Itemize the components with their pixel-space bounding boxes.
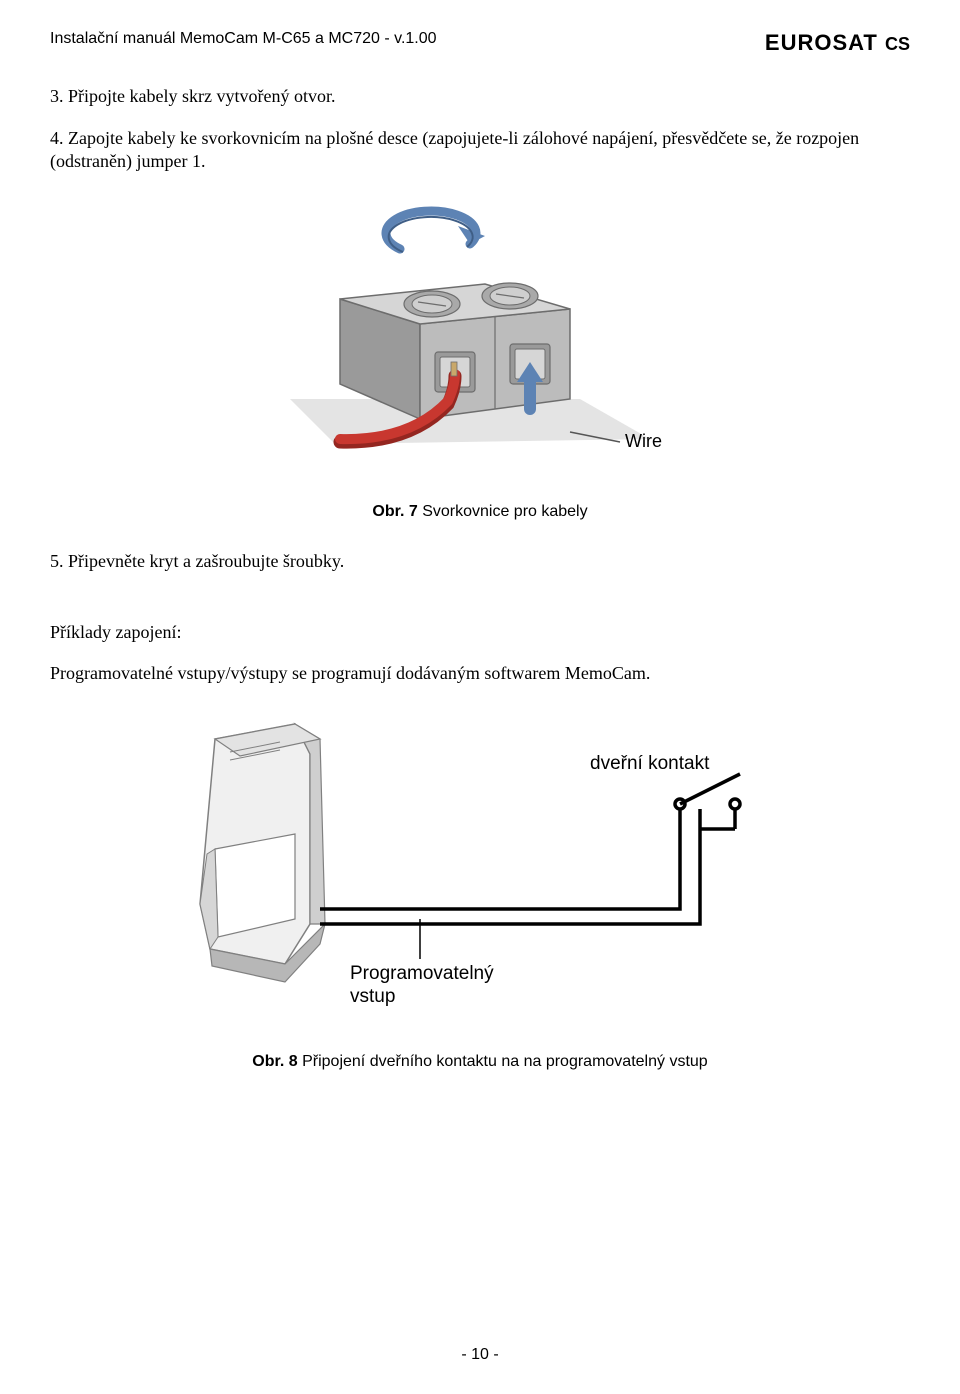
figure-8-door-contact: dveřní kontakt Programovatelný vstup: [50, 694, 910, 1029]
figure-7-caption-prefix: Obr. 7: [372, 503, 417, 520]
wire-tip: [451, 362, 457, 376]
brand-main: EUROSAT: [765, 30, 878, 55]
figure-7-terminal-block: Wire: [50, 184, 910, 479]
page-header: Instalační manuál MemoCam M-C65 a MC720 …: [50, 30, 910, 56]
figure-8-caption: Obr. 8 Připojení dveřního kontaktu na na…: [50, 1053, 910, 1071]
brand-suffix: CS: [885, 34, 910, 54]
step-5-text: 5. Připevněte kryt a zašroubujte šroubky…: [50, 551, 910, 572]
step-3-text: 3. Připojte kabely skrz vytvořený otvor.: [50, 86, 910, 107]
wire-label: Wire: [625, 431, 662, 451]
page-footer: - 10 -: [0, 1346, 960, 1364]
door-contact-label: dveřní kontakt: [590, 753, 710, 774]
memocam-device: [200, 724, 325, 982]
examples-heading: Příklady zapojení:: [50, 622, 910, 643]
figure-8-caption-rest: Připojení dveřního kontaktu na na progra…: [298, 1053, 708, 1070]
figure-7-caption: Obr. 7 Svorkovnice pro kabely: [50, 503, 910, 521]
step-4-text: 4. Zapojte kabely ke svorkovnicím na plo…: [50, 127, 910, 174]
programmable-input-label-2: vstup: [350, 986, 395, 1007]
header-manual-title: Instalační manuál MemoCam M-C65 a MC720 …: [50, 30, 437, 48]
wire-path: [320, 829, 700, 924]
examples-text: Programovatelné vstupy/výstupy se progra…: [50, 663, 910, 684]
figure-7-caption-rest: Svorkovnice pro kabely: [418, 503, 588, 520]
header-brand: EUROSAT CS: [765, 30, 910, 56]
figure-8-caption-prefix: Obr. 8: [252, 1053, 297, 1070]
door-contact-symbol: [675, 774, 740, 829]
programmable-input-label-1: Programovatelný: [350, 963, 494, 984]
